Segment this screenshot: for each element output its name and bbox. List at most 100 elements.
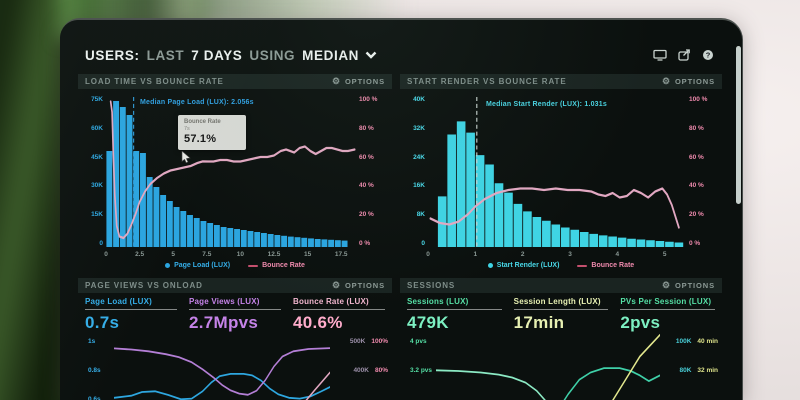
panel-title: START RENDER VS BOUNCE RATE <box>407 77 567 86</box>
axis-tick: 12.5 <box>267 251 281 258</box>
legend-item: Page Load (LUX) <box>165 262 230 269</box>
axis-tick: 100 % <box>359 96 378 103</box>
header-icons: ? <box>653 49 714 61</box>
metric-divider <box>513 309 609 310</box>
dashboard-screen: USERS: LAST 7 DAYS USING MEDIAN <box>60 20 742 400</box>
tooltip-value: 57.1% <box>184 133 217 145</box>
panel-page-views: PAGE VIEWS VS ONLOAD ⚙ OPTIONS Page Load… <box>78 278 392 400</box>
help-icon: ? <box>703 50 713 60</box>
axis-tick: 17.5 <box>334 251 348 258</box>
axis-tick: 40K <box>413 96 425 103</box>
tooltip: Bounce Rate 7s 57.1% <box>178 115 246 150</box>
axis-tick: 2 <box>520 251 525 258</box>
panel-header: SESSIONS ⚙ OPTIONS <box>400 278 722 293</box>
display-icon <box>653 49 667 61</box>
legend: Page Load (LUX) Bounce Rate <box>78 262 392 269</box>
axis-tick: 40 % <box>359 182 374 190</box>
axis-tick: 32K <box>413 124 425 132</box>
laptop: USERS: LAST 7 DAYS USING MEDIAN <box>60 18 743 400</box>
axis-tick: 5 <box>662 251 667 258</box>
options-label: OPTIONS <box>674 281 715 290</box>
metric-divider <box>85 309 177 310</box>
y-axis-left: 75K 60K 45K 30K 15K 0 <box>80 96 103 247</box>
options-label: OPTIONS <box>344 77 385 86</box>
sessions-chart[interactable]: 4 pvs 3.2 pvs 100K 40 min 80K 32 min <box>400 334 722 400</box>
metrics-row: Page Load (LUX) 0.7s Page Views (LUX) 2.… <box>85 297 385 333</box>
axis-tick: 16K <box>413 182 425 190</box>
median-dropdown-label: MEDIAN <box>302 47 360 63</box>
gear-icon: ⚙ <box>331 280 341 290</box>
load-time-chart[interactable]: 75K 60K 45K 30K 15K 0 100 % 80 % 60 % 40 % 20 % 0 … <box>78 89 392 274</box>
median-annotation: Median Page Load (LUX): 2.056s <box>140 99 254 106</box>
metric-label: Session Length (LUX) <box>513 297 601 306</box>
title-users: USERS: <box>85 47 140 63</box>
share-button[interactable] <box>678 49 691 61</box>
axis-tick: 20 % <box>359 211 374 219</box>
axis-tick: 4 <box>615 251 620 258</box>
metric-value: 17min <box>513 313 565 332</box>
page-title: USERS: LAST 7 DAYS USING MEDIAN <box>85 48 377 63</box>
svg-text:?: ? <box>706 51 711 60</box>
axis-tick: 75K <box>91 96 103 103</box>
pageviews-onload-chart[interactable]: 1s 0.8s 0.6s 500K 100% 400K 80% <box>78 334 392 400</box>
display-button[interactable] <box>653 49 667 61</box>
axis-tick: 40 % <box>689 182 704 190</box>
dashboard-header: USERS: LAST 7 DAYS USING MEDIAN <box>85 44 714 66</box>
axis-tick: 3 <box>568 251 572 258</box>
axis-tick: 100 % <box>689 96 708 103</box>
axis-tick: 0 <box>426 251 430 258</box>
metric-sessions: Sessions (LUX) 479K <box>407 297 502 333</box>
metric-value: 2pvs <box>620 313 661 332</box>
axis-tick: 0 % <box>689 239 701 247</box>
metric-label: PVs Per Session (LUX) <box>620 297 712 306</box>
metric-divider <box>189 309 281 310</box>
metric-value: 2.7Mpvs <box>189 313 259 332</box>
options-label: OPTIONS <box>344 281 385 290</box>
options-button[interactable]: ⚙ OPTIONS <box>661 76 715 87</box>
title-days: 7 DAYS <box>191 47 243 63</box>
metric-value: 0.7s <box>85 313 120 332</box>
metrics-row: Sessions (LUX) 479K Session Length (LUX)… <box>407 297 715 333</box>
metric-divider <box>620 309 715 310</box>
panel-title: PAGE VIEWS VS ONLOAD <box>85 281 203 290</box>
axis-tick: 0 <box>104 251 108 258</box>
panel-header: PAGE VIEWS VS ONLOAD ⚙ OPTIONS <box>78 278 392 293</box>
options-button[interactable]: ⚙ OPTIONS <box>331 76 385 87</box>
options-button[interactable]: ⚙ OPTIONS <box>331 280 385 291</box>
axis-tick: 80 % <box>689 124 704 132</box>
axis-tick: 7.5 <box>202 251 212 258</box>
load-time-plot[interactable] <box>106 97 356 247</box>
help-button[interactable]: ? <box>702 49 714 61</box>
axis-tick: 0.6s <box>88 396 101 400</box>
axis-tick-pair: 500K 100% <box>349 338 388 345</box>
panel-load-time: LOAD TIME VS BOUNCE RATE ⚙ OPTIONS 75K 60… <box>78 74 392 274</box>
axis-tick: 30K <box>91 182 103 190</box>
axis-tick: 5 <box>171 251 176 258</box>
gear-icon: ⚙ <box>661 76 671 86</box>
scrollbar-thumb[interactable] <box>736 46 741 204</box>
start-render-chart[interactable]: 40K 32K 24K 16K 8K 0 100 % 80 % 60 % 40 % 20 % 0 %… <box>400 89 722 274</box>
panel-sessions: SESSIONS ⚙ OPTIONS Sessions (LUX) 479K S… <box>400 278 722 400</box>
pageviews-plot[interactable] <box>114 334 330 400</box>
median-dropdown[interactable]: MEDIAN <box>302 48 377 63</box>
axis-tick: 0 % <box>359 239 371 247</box>
gear-icon: ⚙ <box>331 76 341 86</box>
sessions-plot[interactable] <box>436 334 660 400</box>
axis-tick: 24K <box>413 153 425 161</box>
axis-tick-pair: 400K 80% <box>353 367 388 374</box>
axis-tick: 8K <box>416 211 425 219</box>
metric-pvs-per-session: PVs Per Session (LUX) 2pvs <box>620 297 715 333</box>
y-axis-right: 100 % 80 % 60 % 40 % 20 % 0 % <box>689 96 720 247</box>
legend: Start Render (LUX) Bounce Rate <box>400 262 722 269</box>
share-icon <box>678 49 690 61</box>
axis-tick: 45K <box>91 153 103 161</box>
title-last: LAST <box>146 47 185 63</box>
axis-tick: 1s <box>88 338 96 345</box>
legend-item: Start Render (LUX) <box>487 262 559 269</box>
axis-tick: 60 % <box>689 153 704 161</box>
start-render-plot[interactable] <box>428 97 686 247</box>
metric-divider <box>293 309 385 310</box>
metric-label: Sessions (LUX) <box>407 297 469 306</box>
axis-tick: 60K <box>91 124 103 132</box>
options-button[interactable]: ⚙ OPTIONS <box>662 281 715 291</box>
